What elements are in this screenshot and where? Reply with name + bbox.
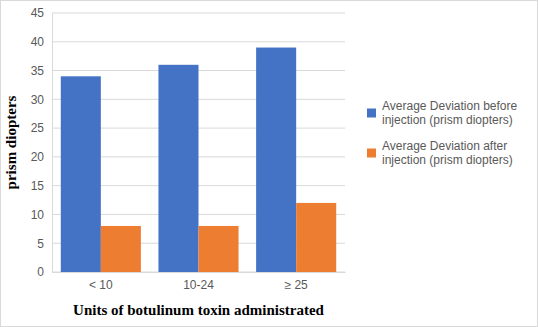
x-tick-label: < 10 <box>89 278 113 292</box>
y-tick-label: 20 <box>31 150 45 164</box>
grid <box>52 13 345 272</box>
legend: Average Deviation beforeinjection (prism… <box>367 99 518 167</box>
legend-swatch <box>367 109 376 118</box>
x-tick: ≥ 25 <box>285 272 309 292</box>
y-axis: 0 5 10 15 20 25 30 35 40 45 <box>31 6 53 279</box>
bar <box>199 226 239 272</box>
y-tick-label: 35 <box>31 64 45 78</box>
x-tick: < 10 <box>89 272 113 292</box>
x-axis: < 10 10-24 ≥ 25 <box>53 272 346 292</box>
y-tick-label: 10 <box>31 208 45 222</box>
grid-line <box>52 41 345 42</box>
y-tick: 10 <box>31 208 52 222</box>
legend-label: Average Deviation beforeinjection (prism… <box>382 99 518 127</box>
y-tick: 40 <box>31 35 52 49</box>
y-axis-title: prism diopters <box>3 95 19 189</box>
chart-border <box>1 1 538 327</box>
y-tick-label: 45 <box>31 6 45 20</box>
y-tick-label: 40 <box>31 35 45 49</box>
y-tick: 25 <box>31 121 52 135</box>
y-tick-label: 0 <box>37 265 44 279</box>
bar <box>61 76 101 272</box>
x-axis-title: Units of botulinum toxin administrated <box>73 302 325 318</box>
y-tick-label: 5 <box>37 237 44 251</box>
x-tick: 10-24 <box>183 272 214 292</box>
y-tick-label: 15 <box>31 179 45 193</box>
x-tick-label: 10-24 <box>183 278 214 292</box>
y-tick: 45 <box>31 6 52 20</box>
bar <box>256 48 296 272</box>
legend-label: Average Deviation afterinjection (prism … <box>382 139 513 167</box>
y-tick: 35 <box>31 64 52 78</box>
y-tick: 0 <box>37 265 52 279</box>
y-tick: 15 <box>31 179 52 193</box>
grid-line <box>52 13 345 14</box>
y-tick-label: 30 <box>31 93 45 107</box>
y-tick-label: 25 <box>31 121 45 135</box>
y-axis-line <box>52 14 53 273</box>
x-tick-label: ≥ 25 <box>285 278 309 292</box>
chart: 0 5 10 15 20 25 30 35 40 45 < 10 10-24 ≥ 25 Units of … <box>0 0 538 327</box>
bar <box>101 226 141 272</box>
y-tick: 5 <box>37 237 52 251</box>
y-tick: 20 <box>31 150 52 164</box>
bar <box>296 203 336 272</box>
legend-swatch <box>367 149 376 158</box>
plot: 0 5 10 15 20 25 30 35 40 45 < 10 10-24 ≥ 25 <box>31 6 346 291</box>
x-axis-line <box>53 272 346 273</box>
y-tick: 30 <box>31 93 52 107</box>
bars <box>61 48 336 272</box>
bar <box>158 65 198 272</box>
